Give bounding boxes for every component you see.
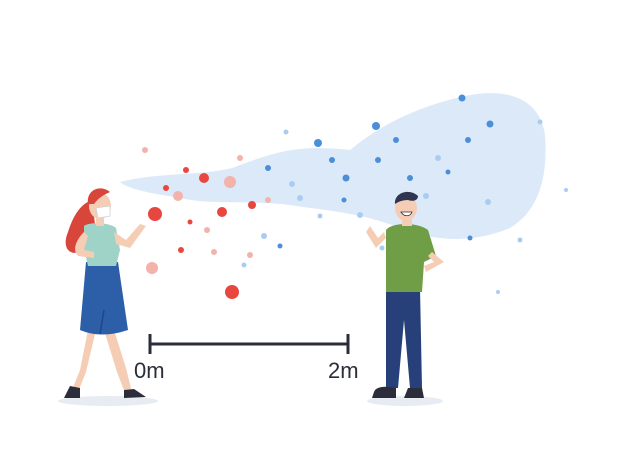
woman-skirt	[80, 262, 128, 335]
man-shirt	[386, 224, 436, 292]
man-hair	[394, 191, 418, 204]
droplet	[379, 245, 385, 251]
droplet	[537, 119, 543, 125]
woman-top	[84, 223, 120, 266]
droplet	[225, 285, 239, 299]
droplet	[187, 219, 193, 225]
droplets-group	[142, 94, 568, 299]
droplet	[314, 139, 322, 147]
droplet	[341, 197, 347, 203]
woman-in-mask-icon	[64, 188, 146, 398]
man-arm-right	[424, 252, 444, 272]
distance-ruler: 0m 2m	[134, 334, 359, 383]
droplet	[496, 290, 500, 294]
droplet	[297, 195, 303, 201]
droplet	[265, 197, 271, 203]
woman-shoe-left	[64, 386, 80, 398]
woman-leg-left	[72, 330, 96, 392]
woman-mask	[95, 205, 111, 219]
droplet	[289, 181, 295, 187]
woman-shoe-right	[124, 389, 146, 398]
droplet	[393, 137, 399, 143]
droplet	[372, 122, 380, 130]
droplet	[211, 249, 217, 255]
droplet	[261, 233, 267, 239]
woman-hair-front	[87, 188, 110, 204]
droplet	[423, 193, 429, 199]
droplet	[248, 201, 256, 209]
droplet	[178, 247, 184, 253]
woman-arm-left	[75, 232, 94, 258]
woman-shadow	[58, 396, 158, 406]
droplet	[485, 199, 491, 205]
droplet	[277, 243, 283, 249]
droplet	[224, 176, 236, 188]
droplet	[283, 129, 289, 135]
droplet	[199, 173, 209, 183]
droplet	[465, 137, 471, 143]
man-arm-left	[366, 226, 386, 248]
droplet	[445, 169, 451, 175]
man-shoe-left	[372, 386, 396, 398]
droplet	[265, 165, 271, 171]
droplet	[241, 262, 247, 268]
droplet	[183, 167, 189, 173]
ruler-start-label: 0m	[134, 358, 165, 383]
droplet	[217, 207, 227, 217]
droplet	[407, 175, 413, 181]
woman-arm-right	[114, 224, 146, 248]
woman-leg-right	[104, 330, 132, 393]
man-shadow	[367, 396, 443, 406]
droplet	[517, 237, 523, 243]
droplet	[375, 157, 381, 163]
droplet	[467, 235, 473, 241]
droplet	[435, 155, 441, 161]
droplet	[357, 212, 363, 218]
droplet	[204, 227, 210, 233]
droplet	[458, 94, 466, 102]
man-pants	[386, 288, 422, 388]
man-smile	[400, 211, 413, 217]
droplet	[148, 207, 162, 221]
smiling-man-icon	[366, 191, 444, 398]
droplet	[163, 185, 169, 191]
droplet	[146, 262, 158, 274]
droplet	[317, 213, 323, 219]
ruler-end-label: 2m	[328, 358, 359, 383]
droplet	[342, 174, 350, 182]
droplet	[237, 155, 243, 161]
woman-skirt-slit	[99, 309, 105, 335]
droplet	[329, 157, 335, 163]
man-head	[395, 195, 417, 221]
droplet	[486, 120, 494, 128]
droplet	[142, 147, 148, 153]
aerosol-cloud	[120, 93, 546, 239]
droplet	[247, 252, 253, 258]
man-shoe-right	[404, 388, 424, 398]
droplet	[173, 191, 183, 201]
droplet	[564, 188, 568, 192]
